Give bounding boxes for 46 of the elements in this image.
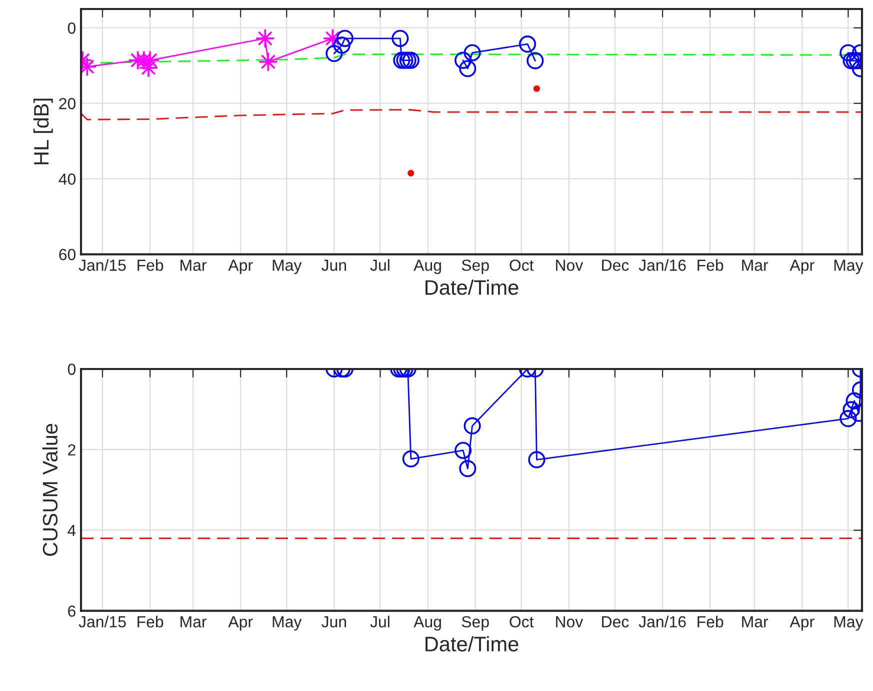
x-tick-label: Aug bbox=[414, 260, 441, 274]
x-tick-label: Apr bbox=[228, 616, 253, 631]
x-tick-label: May bbox=[272, 260, 302, 274]
x-tick-label: Feb bbox=[698, 259, 724, 271]
x-tick-label: Nov bbox=[556, 616, 584, 628]
x-tick-label: Mar bbox=[180, 260, 207, 271]
y-tick-label: 4 bbox=[68, 525, 76, 536]
x-axis-title: Date/Time bbox=[426, 636, 518, 652]
x-tick-label: Jan/16 bbox=[638, 259, 686, 271]
x-tick-label: Mar bbox=[742, 260, 768, 271]
x-tick-label: Aug bbox=[414, 616, 441, 631]
x-tick-label: Mar bbox=[742, 616, 768, 628]
y-tick-label: 40 bbox=[58, 173, 76, 185]
x-tick-label: Jul bbox=[370, 616, 390, 628]
y-axis-title: HL [dB] bbox=[33, 98, 53, 164]
y-axis-title: CUSUM Value bbox=[42, 424, 58, 556]
x-tick-label: Sep bbox=[462, 260, 489, 274]
x-axis-title: Date/Time bbox=[426, 280, 518, 295]
y-tick-label: 6 bbox=[68, 605, 76, 617]
x-tick-label: Apr bbox=[790, 616, 814, 631]
x-tick-label: Jan/15 bbox=[78, 259, 126, 271]
x-tick-label: Oct bbox=[510, 616, 534, 628]
y-tick-label: 20 bbox=[59, 98, 76, 110]
x-tick-label: May bbox=[272, 616, 302, 631]
x-tick-label: Jun bbox=[322, 616, 346, 628]
x-tick-label: Feb bbox=[138, 616, 164, 628]
x-tick-label: Mar bbox=[180, 616, 207, 628]
y-tick-label: 0 bbox=[68, 22, 76, 34]
x-tick-label: Apr bbox=[790, 260, 814, 274]
x-tick-label: Dec bbox=[602, 260, 629, 271]
y-tick-label: 0 bbox=[68, 364, 76, 375]
y-tick-label: 2 bbox=[68, 444, 76, 456]
x-tick-label: Nov bbox=[556, 260, 584, 271]
x-tick-label: May bbox=[834, 616, 864, 631]
x-tick-label: Jan/16 bbox=[638, 616, 686, 628]
x-tick-label: Oct bbox=[510, 260, 534, 271]
x-tick-label: Jun bbox=[322, 260, 346, 271]
x-tick-label: Feb bbox=[138, 259, 164, 271]
x-tick-label: May bbox=[834, 260, 864, 274]
x-tick-label: Jul bbox=[370, 259, 390, 271]
x-tick-label: Feb bbox=[698, 616, 724, 628]
y-tick-label: 60 bbox=[59, 248, 76, 260]
x-tick-label: Dec bbox=[602, 616, 629, 628]
x-tick-label: Sep bbox=[462, 616, 489, 631]
x-tick-label: Apr bbox=[228, 260, 253, 274]
x-tick-label: Jan/15 bbox=[78, 616, 126, 628]
